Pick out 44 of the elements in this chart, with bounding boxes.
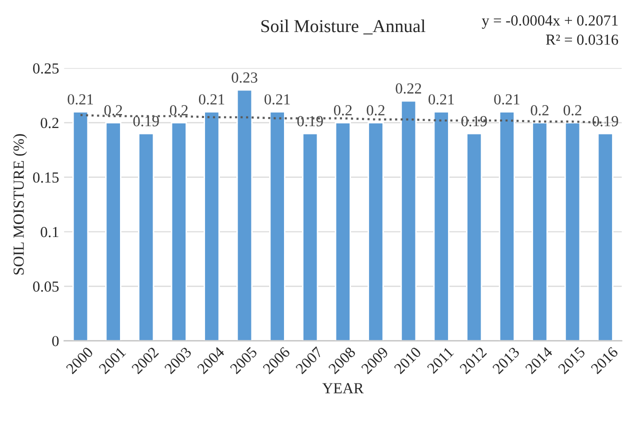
y-tick-label: 0.05 <box>33 281 59 292</box>
bar <box>597 132 614 341</box>
text: y = -0.0004x + 0.2071 <box>482 15 618 29</box>
bar <box>204 111 220 341</box>
data-label: 0.22 <box>396 83 422 94</box>
text: R² = 0.0316 <box>546 34 618 45</box>
y-axis-title: SOIL MOISTURE (%) <box>13 134 27 274</box>
bar <box>564 122 581 341</box>
bar <box>498 111 516 341</box>
data-label: 0.21 <box>198 94 224 105</box>
data-label: 0.21 <box>428 94 454 105</box>
data-label: 0.2 <box>366 105 384 116</box>
data-label: 0.2 <box>564 105 582 116</box>
bar <box>400 100 417 341</box>
bar <box>72 111 89 341</box>
bar <box>368 122 384 341</box>
data-label: 0.19 <box>297 116 323 126</box>
bar <box>334 122 352 341</box>
y-tick-label: 0.1 <box>40 226 58 238</box>
data-label: 0.23 <box>232 72 258 83</box>
bar <box>433 111 450 341</box>
bar <box>302 132 318 341</box>
chart-title: Soil Moisture _Annual <box>261 20 426 34</box>
bar <box>466 132 482 341</box>
data-label: 0.19 <box>592 116 618 126</box>
x-axis-title: YEAR <box>322 383 364 394</box>
data-label: 0.2 <box>334 105 352 116</box>
data-label: 0.21 <box>68 94 93 105</box>
bar <box>532 122 548 341</box>
data-label: 0.21 <box>494 94 520 105</box>
data-label: 0.2 <box>104 105 122 116</box>
data-label: 0.2 <box>530 105 548 116</box>
bar <box>170 122 187 341</box>
data-label: 0.2 <box>170 105 188 116</box>
data-label: 0.19 <box>133 116 159 126</box>
data-label: 0.21 <box>264 94 290 105</box>
bar <box>105 122 122 341</box>
bar <box>236 89 253 341</box>
y-tick-label: 0.2 <box>40 118 58 128</box>
y-tick-label: 0.25 <box>33 63 59 74</box>
bar <box>138 132 154 341</box>
y-tick-label: 0 <box>52 336 59 346</box>
y-tick-label: 0.15 <box>33 172 59 183</box>
bar <box>269 111 286 341</box>
